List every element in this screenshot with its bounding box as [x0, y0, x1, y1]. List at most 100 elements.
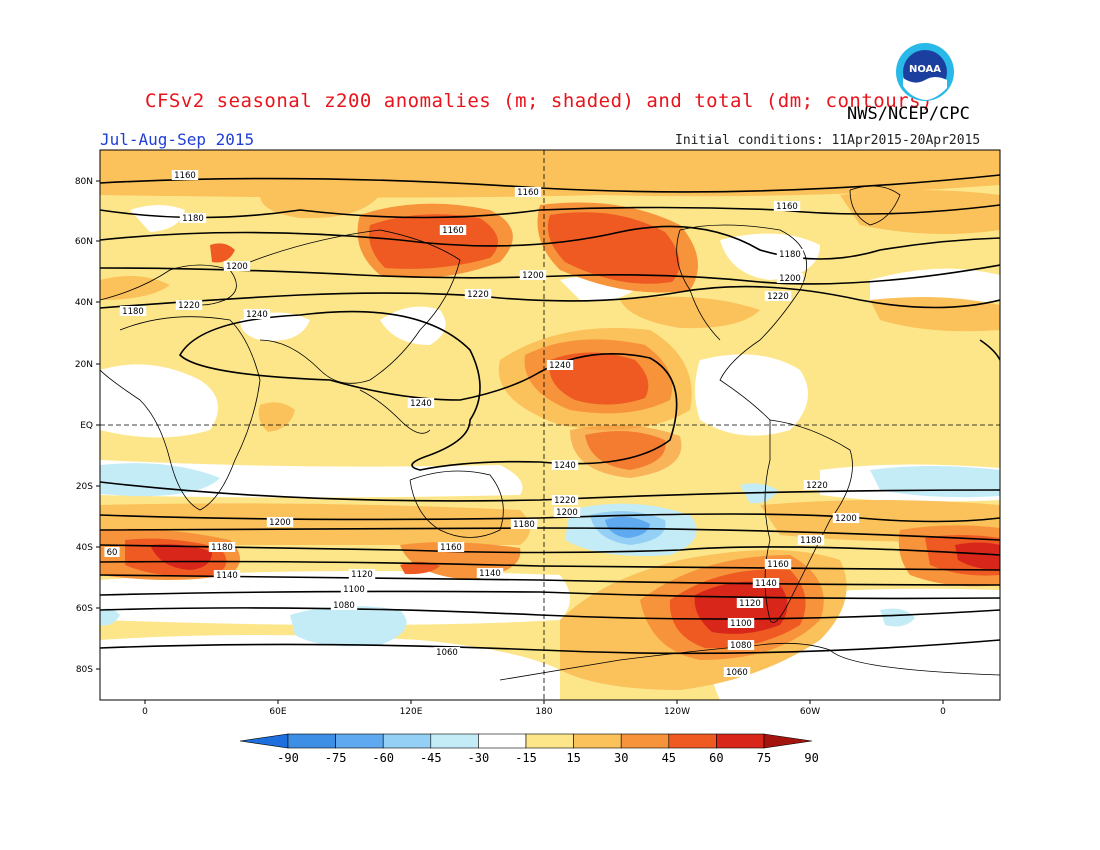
- lat-label: 60S: [76, 604, 93, 614]
- colorbar: -90 -75 -60 -45 -30 -15 15 30 45 60 75 90: [239, 733, 819, 765]
- contour-label: 1200: [522, 271, 544, 281]
- contour-label-bg: [764, 291, 792, 301]
- map-title: CFSv2 seasonal z200 anomalies (m; shaded…: [145, 90, 933, 112]
- contour-label: 1140: [216, 571, 238, 581]
- colorbar-swatch: [430, 733, 479, 749]
- contour-label-bg: [213, 570, 241, 580]
- contour-label: 1220: [554, 496, 576, 506]
- contour-label-bg: [803, 480, 831, 490]
- contour-label-bg: [119, 306, 147, 316]
- contour-label-bg: [476, 568, 504, 578]
- contour-label: 1160: [442, 226, 464, 236]
- colorbar-label: 90: [804, 751, 818, 765]
- colorbar-label: -75: [325, 751, 347, 765]
- contour-label: 1160: [440, 543, 462, 553]
- contour-label: 1180: [513, 520, 535, 530]
- contour-label: 1180: [211, 543, 233, 553]
- contour-label-bg: [464, 289, 492, 299]
- lon-label: 60W: [800, 707, 820, 717]
- colorbar-swatch: [620, 733, 670, 749]
- contour-label-bg: [723, 667, 751, 677]
- contour-label-bg: [439, 225, 467, 235]
- noaa-logo-icon: NOAA: [896, 43, 954, 101]
- contour-label-bg: [764, 559, 792, 569]
- contour-label: 1080: [333, 601, 355, 611]
- contour-label-bg: [208, 542, 236, 552]
- lat-label: EQ: [80, 421, 93, 431]
- colorbar-label: 45: [662, 751, 676, 765]
- contour-labels: 1160 1160 1160 1180 1160 1180 1200 1200 1180 1220…: [104, 170, 860, 678]
- colorbar-label: 75: [757, 751, 771, 765]
- contour-label-bg: [519, 270, 547, 280]
- contour-label: 1160: [767, 560, 789, 570]
- colorbar-swatch: [478, 733, 527, 749]
- colorbar-label: 15: [566, 751, 580, 765]
- contour-label: 1180: [182, 214, 204, 224]
- contour-label: 1160: [776, 202, 798, 212]
- contour-label: 1160: [517, 188, 539, 198]
- initial-conditions-label: Initial conditions: 11Apr2015-20Apr2015: [675, 133, 981, 148]
- contour-label: 1180: [122, 307, 144, 317]
- contour-label-bg: [510, 519, 538, 529]
- contour-label: 1220: [806, 481, 828, 491]
- contour-label-bg: [553, 507, 581, 517]
- latitude-axis: 80N 60N 40N 20N EQ 20S 40S 60S 80S: [75, 177, 100, 675]
- contour-label: 1220: [767, 292, 789, 302]
- season-label: Jul-Aug-Sep 2015: [100, 130, 255, 149]
- lon-label: 0: [940, 707, 946, 717]
- colorbar-label: -45: [420, 751, 442, 765]
- contour-label-bg: [330, 600, 358, 610]
- contour-label-bg: [179, 213, 207, 223]
- colorbar-max-arrow: [763, 733, 813, 749]
- lat-label: 20N: [75, 360, 93, 370]
- contour-label-bg: [433, 647, 461, 657]
- contour-label: 1220: [178, 301, 200, 311]
- colorbar-label: -30: [468, 751, 490, 765]
- contour-label: 1060: [436, 648, 458, 658]
- lon-label: 120W: [664, 707, 690, 717]
- lon-label: 60E: [269, 707, 286, 717]
- contour-label: 60: [107, 548, 118, 558]
- contour-label-bg: [736, 598, 764, 608]
- contour-label-bg: [407, 398, 435, 408]
- colorbar-swatch: [382, 733, 432, 749]
- contour-label-bg: [437, 542, 465, 552]
- contour-label: 1180: [800, 536, 822, 546]
- agency-label: NWS/NCEP/CPC: [847, 104, 970, 124]
- contour-label-bg: [243, 309, 271, 319]
- lat-label: 60N: [75, 237, 93, 247]
- colorbar-swatch: [573, 733, 622, 749]
- lon-label: 120E: [400, 707, 423, 717]
- contour-label-bg: [266, 517, 294, 527]
- contour-label-bg: [175, 300, 203, 310]
- contour-label-bg: [727, 640, 755, 650]
- contour-label: 1120: [739, 599, 761, 609]
- lat-label: 80N: [75, 177, 93, 187]
- contour-label-bg: [832, 513, 860, 523]
- contour-label-bg: [752, 578, 780, 588]
- contour-label: 1240: [549, 361, 571, 371]
- contour-label-bg: [546, 360, 574, 370]
- contour-label: 1240: [246, 310, 268, 320]
- colorbar-swatch: [716, 733, 765, 749]
- contour-label-bg: [223, 261, 251, 271]
- colorbar-swatch: [668, 733, 717, 749]
- contour-label: 1100: [730, 619, 752, 629]
- lon-label: 0: [142, 707, 148, 717]
- lat-label: 80S: [76, 665, 93, 675]
- colorbar-label: -15: [515, 751, 537, 765]
- contour-label: 1220: [467, 290, 489, 300]
- contour-label: 1200: [779, 274, 801, 284]
- contour-label-bg: [551, 460, 579, 470]
- contour-label: 1200: [556, 508, 578, 518]
- contour-label: 1240: [554, 461, 576, 471]
- negative-anomaly-regions: [100, 463, 1000, 647]
- contour-label-bg: [773, 201, 801, 211]
- contour-label: 1160: [174, 171, 196, 181]
- contour-label: 1200: [835, 514, 857, 524]
- colorbar-label: 30: [614, 751, 628, 765]
- contour-label: 1240: [410, 399, 432, 409]
- colorbar-swatch: [287, 733, 336, 749]
- contour-label-bg: [348, 569, 376, 579]
